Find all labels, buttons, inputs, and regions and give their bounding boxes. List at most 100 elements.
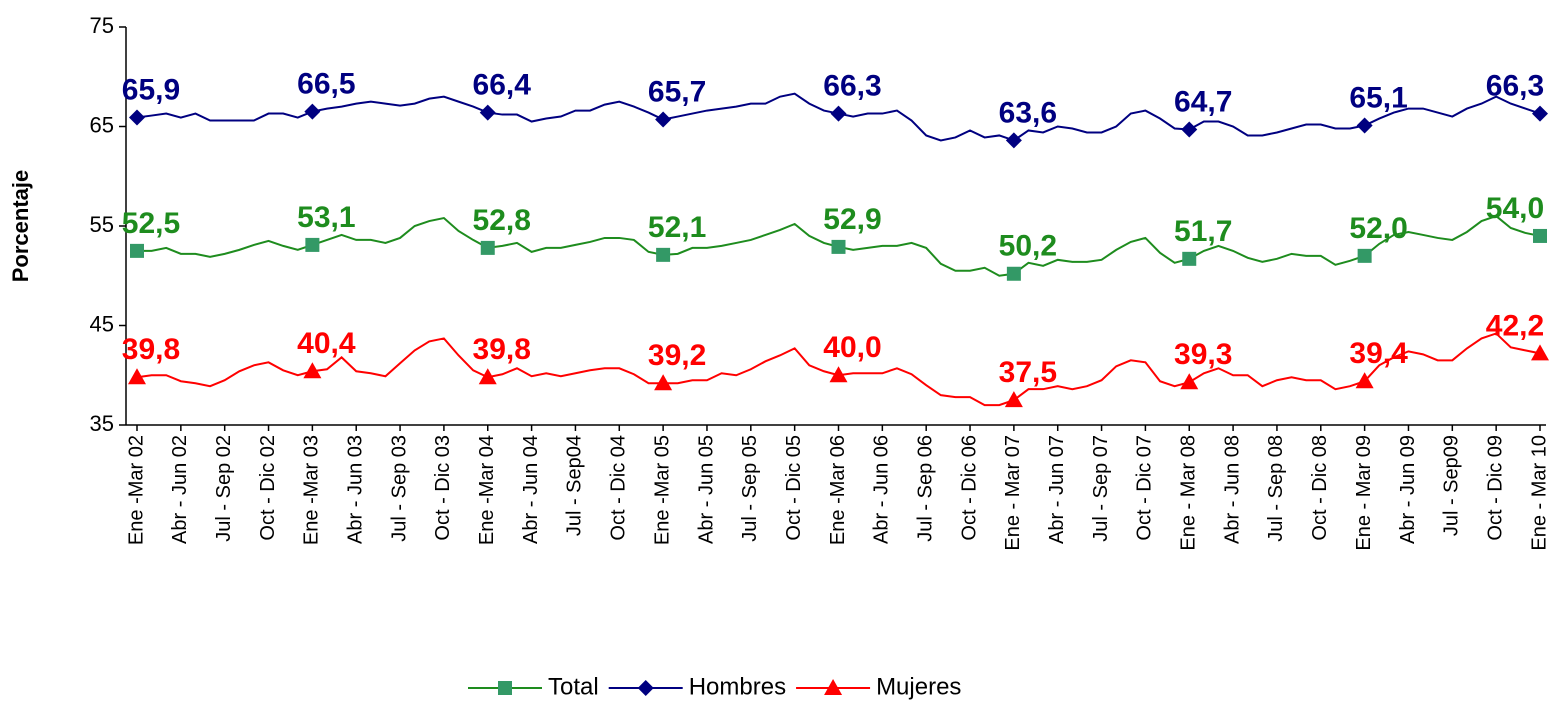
data-label: 51,7 [1174,215,1232,248]
x-tick-label: Ene - Mar 08 [1178,435,1200,551]
x-tick-label: Oct - Dic 08 [1309,435,1331,541]
data-label: 66,3 [823,69,881,102]
y-tick-label: 65 [90,112,114,137]
legend-marker [824,679,843,695]
data-label: 65,1 [1349,81,1407,114]
marker [1182,251,1197,266]
x-tick-label: Jul - Sep04 [564,435,586,536]
x-tick-label: Abr - Jun 02 [169,435,191,544]
y-tick-label: 75 [90,13,114,38]
marker [130,243,144,258]
x-tick-label: Oct - Dic 03 [432,435,454,541]
marker [478,368,497,385]
data-label: 37,5 [999,356,1057,389]
marker [830,105,847,122]
marker [1533,228,1547,243]
y-axis-label: Porcentaje [8,170,33,283]
x-tick-label: Ene -Mar 03 [301,435,323,545]
legend-marker [498,681,512,695]
data-label: 52,1 [648,211,706,244]
x-tick-label: Abr - Jun 07 [1046,435,1068,544]
marker [1357,248,1372,263]
marker [654,374,673,391]
data-label: 52,8 [473,204,531,237]
x-tick-label: Ene - Mar 10 [1528,435,1549,551]
y-tick-label: 45 [90,311,114,336]
marker [1006,266,1021,281]
x-tick-label: Oct - Dic 09 [1484,435,1506,541]
data-label: 52,9 [823,203,881,236]
data-label: 40,4 [297,327,356,360]
x-tick-label: Ene -Mar 04 [476,435,498,545]
data-label: 52,5 [122,207,180,240]
marker [304,103,321,120]
data-label: 39,2 [648,339,706,372]
x-tick-label: Jul - Sep 08 [1265,435,1287,542]
x-tick-label: Ene - Mar 09 [1353,435,1375,551]
data-label: 39,8 [473,333,531,366]
x-tick-label: Jul - Sep 07 [1090,435,1112,542]
data-label: 39,4 [1349,337,1408,370]
x-tick-label: Jul - Sep 03 [388,435,410,542]
x-tick-label: Oct - Dic 04 [608,435,630,541]
legend: Total Hombres Mujeres [468,673,961,700]
data-label: 42,2 [1486,309,1544,342]
marker [303,362,322,379]
data-label: 52,0 [1349,212,1407,245]
marker [655,111,672,128]
x-tick-label: Jul - Sep 06 [914,435,936,542]
data-label: 66,3 [1486,69,1544,102]
data-label: 66,4 [473,68,532,101]
marker [1004,391,1023,408]
x-tick-label: Ene -Mar 05 [651,435,673,545]
data-label: 66,5 [297,67,355,100]
x-tick-label: Jul - Sep 02 [213,435,235,542]
x-tick-label: Ene - Mar 07 [1002,435,1024,551]
marker [128,368,146,385]
data-label: 50,2 [999,230,1057,263]
data-label: 53,1 [297,201,355,234]
legend-label: Hombres [689,673,786,700]
x-tick-label: Ene -Mar 06 [827,435,849,545]
x-tick-label: Ene -Mar 02 [125,435,147,545]
data-label: 63,6 [999,96,1057,129]
data-label: 39,8 [122,333,180,366]
data-label: 65,9 [122,73,180,106]
marker [829,366,848,383]
marker [831,239,846,254]
x-tick-label: Abr - Jun 09 [1397,435,1419,544]
marker [305,237,320,252]
marker [480,240,495,255]
x-tick-label: Oct - Dic 06 [958,435,980,541]
marker [1356,117,1373,134]
data-label: 39,3 [1174,338,1232,371]
marker [1532,105,1548,122]
legend-label: Mujeres [876,673,961,700]
x-tick-label: Jul - Sep 05 [739,435,761,542]
x-tick-label: Abr - Jun 05 [695,435,717,544]
x-tick-label: Abr - Jun 08 [1221,435,1243,544]
marker [1355,372,1374,389]
x-tick-label: Oct - Dic 07 [1134,435,1156,541]
marker [1531,344,1549,361]
legend-label: Total [548,673,599,700]
y-tick-label: 35 [90,411,114,436]
data-label: 64,7 [1174,85,1232,118]
marker [1181,121,1198,138]
x-tick-label: Oct - Dic 05 [783,435,805,541]
x-tick-label: Abr - Jun 04 [520,435,542,544]
marker [129,109,145,126]
data-label: 65,7 [648,75,706,108]
data-label: 54,0 [1486,192,1544,225]
marker [1180,373,1199,390]
x-tick-label: Jul - Sep09 [1441,435,1463,536]
x-tick-label: Abr - Jun 03 [345,435,367,544]
marker [1005,132,1022,149]
x-tick-label: Abr - Jun 06 [871,435,893,544]
y-tick-label: 55 [90,212,114,237]
legend-marker [637,680,654,696]
marker [479,104,496,121]
marker [656,247,671,262]
x-tick-label: Oct - Dic 02 [257,435,279,541]
